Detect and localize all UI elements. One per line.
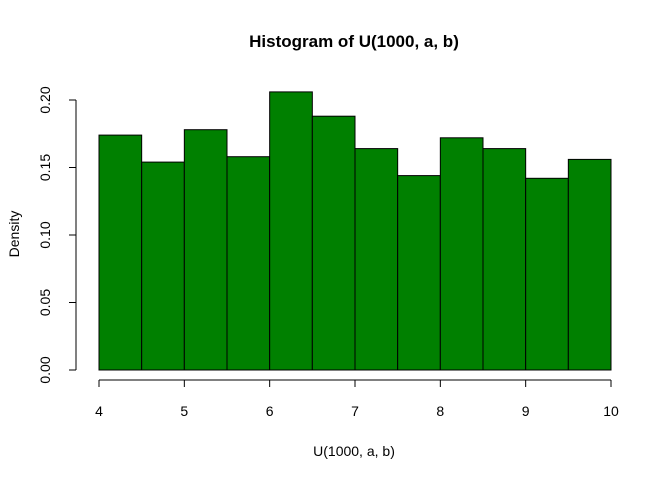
x-axis-label: U(1000, a, b) (313, 443, 395, 459)
histogram-bar (269, 91, 313, 371)
x-tick-label: 6 (266, 403, 274, 419)
y-axis: 0.00 0.05 0.10 0.15 0.20 (37, 86, 77, 384)
y-tick-label: 0.15 (37, 154, 53, 181)
y-axis-label: Density (6, 211, 22, 258)
histogram-bar (311, 115, 356, 371)
x-tick-label: 8 (436, 403, 444, 419)
y-tick-label: 0.20 (37, 86, 53, 113)
x-tick-label: 7 (351, 403, 359, 419)
histogram-bar (226, 156, 271, 371)
x-tick-label: 5 (180, 403, 188, 419)
histogram-bar (525, 177, 569, 371)
histogram-bar (98, 134, 143, 371)
x-tick-label: 10 (603, 403, 619, 419)
x-axis: 4 5 6 7 8 9 10 (95, 379, 619, 419)
x-tick-label: 9 (522, 403, 530, 419)
histogram-bar (141, 161, 185, 371)
chart-title: Histogram of U(1000, a, b) (249, 32, 459, 51)
histogram-bar (397, 175, 441, 371)
y-tick-label: 0.10 (37, 221, 53, 248)
y-tick-label: 0.00 (37, 356, 53, 383)
histogram-bar (183, 129, 228, 371)
x-tick-label: 4 (95, 403, 103, 419)
histogram-bar (482, 148, 527, 371)
bars-group (98, 91, 612, 371)
histogram-bar (439, 137, 484, 371)
histogram-bar (354, 148, 399, 371)
y-tick-label: 0.05 (37, 289, 53, 316)
histogram-bar (567, 158, 612, 371)
